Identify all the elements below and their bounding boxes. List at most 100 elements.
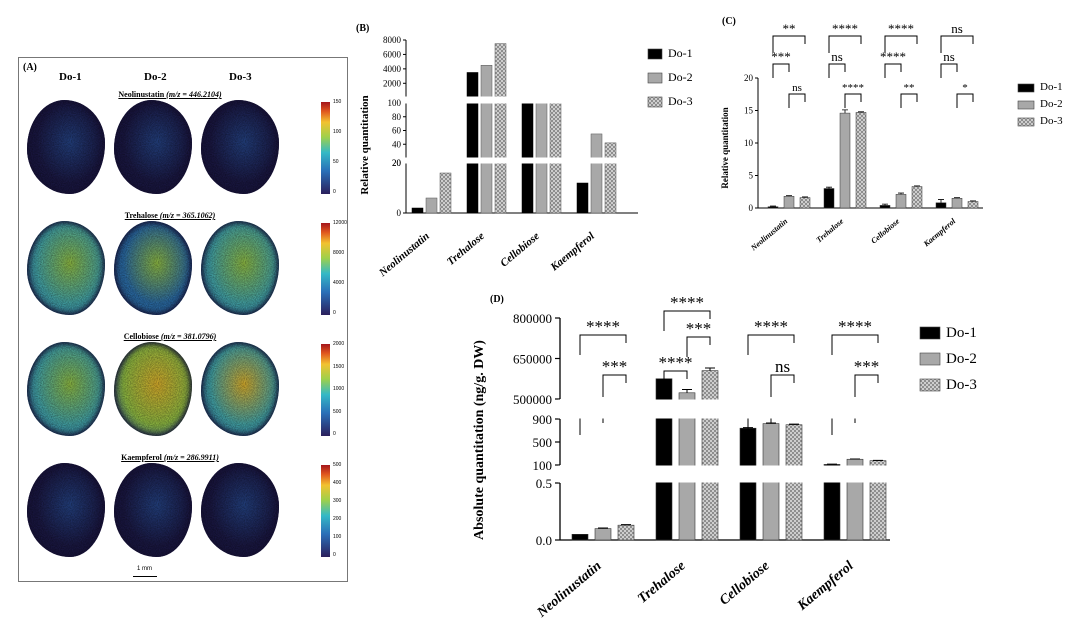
legend-swatch-do-3 (1017, 117, 1035, 127)
bar-kaempferol-do-1 (576, 182, 589, 214)
significance-label: *** (602, 357, 628, 376)
col-header-do3: Do-3 (229, 71, 252, 83)
significance-label: ns (951, 21, 963, 36)
bar-neolinustatin-do-1 (767, 206, 779, 209)
y-tick-label: 800000 (513, 311, 552, 326)
y-tick-label: 4000 (383, 64, 402, 74)
colorbar-tick: 200 (333, 516, 342, 522)
y-tick-label: 900 (533, 412, 553, 427)
panel-d-chart: (D) Absolute quantitation (ng/g. DW) 0.0… (472, 293, 977, 621)
significance-bracket (884, 35, 918, 53)
error-bar (789, 423, 799, 425)
y-tick-label: 500 (533, 435, 553, 450)
significance-bracket (686, 336, 711, 357)
significance-label: **** (586, 317, 620, 336)
ms-image-trehalose-do-3 (201, 221, 279, 315)
bar-cellobiose-do-1 (879, 205, 891, 209)
y-tick-label: 20 (392, 158, 402, 168)
bar-neolinustatin-do-3 (617, 524, 635, 541)
significance-bracket (663, 370, 688, 385)
significance-bracket (831, 334, 879, 355)
ms-image-trehalose-do-2 (114, 221, 192, 315)
significance-bracket (828, 35, 862, 53)
significance-label: ns (831, 49, 843, 64)
bar-neolinustatin-do-2 (783, 196, 795, 209)
y-tick-label: 40 (392, 139, 402, 149)
colorbar-tick: 12000 (333, 220, 347, 226)
category-label-neolinustatin: Neolinustatin (534, 558, 605, 621)
significance-bracket (940, 35, 974, 53)
row-compound-name: Cellobiose (123, 332, 161, 341)
y-tick-label: 100 (533, 458, 553, 473)
y-tick-label: 5 (749, 171, 754, 181)
bar-cellobiose-do-2 (895, 194, 907, 209)
colorbar-tick: 1000 (333, 386, 345, 392)
legend-swatch-do-3 (647, 96, 663, 108)
row-compound-name: Trehalose (124, 211, 160, 220)
error-bar (786, 195, 792, 197)
panel-d-label: (D) (490, 294, 504, 305)
significance-bracket (828, 63, 846, 78)
y-tick-label: 80 (392, 112, 402, 122)
row-compound-name: Neolinustatin (118, 90, 167, 99)
panel-d-ylabel: Absolute quantitation (ng/g. DW) (472, 340, 487, 540)
significance-bracket (770, 374, 795, 397)
significance-label: ns (792, 82, 802, 94)
significance-label: * (962, 82, 968, 94)
error-bar (858, 111, 864, 113)
colorbar-tick: 300 (333, 498, 342, 504)
scale-bar-label: 1 mm (137, 566, 152, 572)
y-tick-label: 20 (744, 73, 754, 83)
row-mz-value: (m/z = 286.9911) (163, 453, 219, 462)
significance-label: **** (838, 317, 872, 336)
bar-trehalose-do-1 (823, 188, 835, 209)
y-tick-label: 500000 (513, 392, 552, 407)
legend-label-do-1: Do-1 (1040, 81, 1063, 93)
error-bar (898, 192, 904, 195)
significance-label: ns (943, 49, 955, 64)
legend-swatch-do-3 (919, 378, 941, 392)
ms-image-neolinustatin-do-1 (27, 100, 105, 194)
significance-label: **** (832, 21, 858, 36)
panel-b-chart: (B) Relative quantitation 02020406080100… (356, 23, 693, 280)
bar-cellobiose-do-3 (911, 186, 923, 209)
bar-cellobiose-do-1 (739, 427, 757, 541)
bar-kaempferol-do-3 (604, 142, 617, 214)
colorbar-tick: 0 (333, 310, 336, 316)
significance-label: **** (888, 21, 914, 36)
panel-a-label: (A) (23, 62, 37, 73)
y-tick-label: 0.5 (536, 476, 552, 491)
scale-bar (133, 576, 157, 577)
legend-label-do-3: Do-3 (668, 94, 693, 108)
ms-image-kaempferol-do-3 (201, 463, 279, 557)
error-bar (882, 203, 888, 206)
category-label-kaempferol: Kaempferol (794, 559, 856, 615)
bar-neolinustatin-do-1 (411, 207, 424, 214)
category-label-trehalose: Trehalose (445, 230, 487, 268)
bar-kaempferol-do-2 (590, 133, 603, 214)
legend-label-do-2: Do-2 (668, 70, 693, 84)
colorbar-tick: 100 (333, 129, 342, 135)
significance-label: **** (670, 293, 704, 312)
error-bar (826, 186, 832, 189)
bar-kaempferol-do-3 (967, 201, 979, 209)
row-title-neolinustatin: Neolinustatin (m/z = 446.2104) (19, 90, 335, 99)
significance-label: ns (775, 357, 790, 376)
y-tick-label: 0 (397, 208, 402, 218)
error-bar (954, 197, 960, 199)
error-bar (770, 205, 776, 207)
significance-bracket (854, 374, 879, 397)
significance-label: **** (880, 49, 906, 64)
colorbar-tick: 0 (333, 552, 336, 558)
ms-image-cellobiose-do-1 (27, 342, 105, 436)
y-tick-label: 0.0 (536, 533, 552, 548)
axis-break-gap (402, 157, 638, 164)
colorbar-tick: 500 (333, 462, 342, 468)
y-tick-label: 0 (749, 203, 754, 213)
significance-bracket (788, 93, 806, 108)
error-bar (682, 389, 692, 393)
ms-image-cellobiose-do-3 (201, 342, 279, 436)
bar-trehalose-do-2 (480, 65, 493, 214)
panel-c-ylabel: Relative quantitation (720, 107, 730, 188)
ms-image-cellobiose-do-2 (114, 342, 192, 436)
